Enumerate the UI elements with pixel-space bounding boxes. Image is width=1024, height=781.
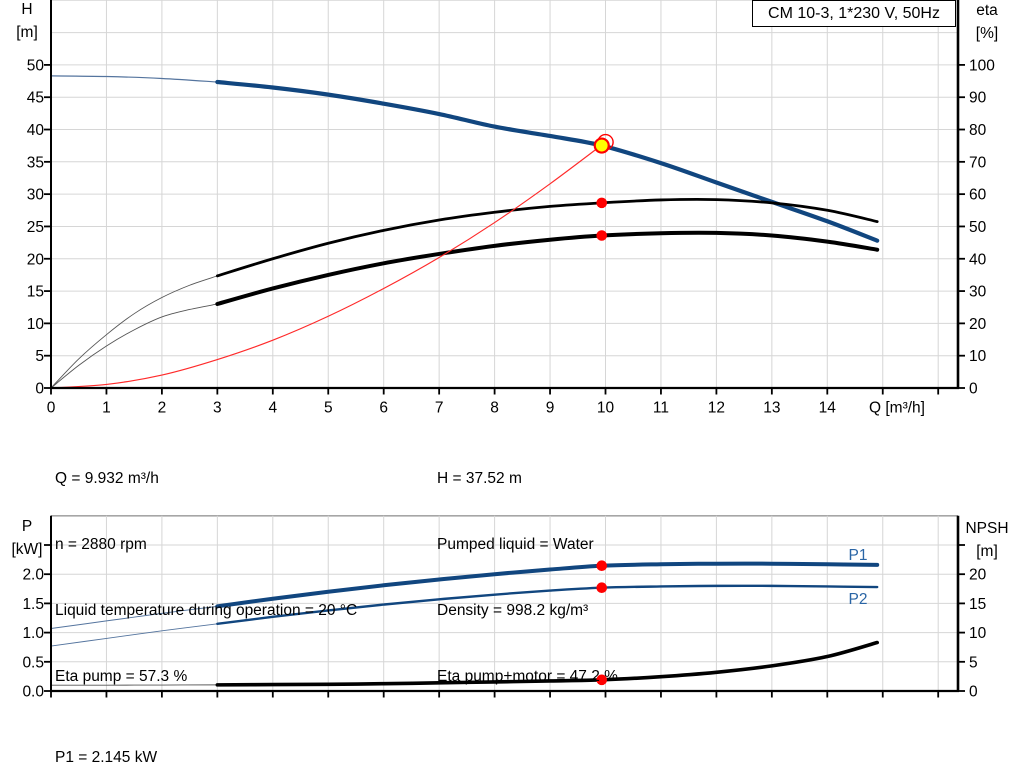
q-axis-tick-label: 12 [708,400,725,417]
h-axis-tick-label: 35 [27,154,44,171]
h-axis-tick-label: 50 [27,57,45,74]
q-axis-tick-label: 3 [213,400,222,417]
info-line-q: Q = 9.932 m³/h [55,470,159,487]
q-axis-tick-label: 9 [546,400,555,417]
eta-axis-tick-label: 60 [969,187,987,204]
h-axis-tick-label: 45 [27,90,44,107]
info-line-temperature: Liquid temperature during operation = 20… [55,602,358,619]
info-line-eta-total: Eta pump+motor = 47.2 % [437,668,618,685]
h-axis-tick-label: 30 [27,187,45,204]
q-axis-tick-label: 11 [653,400,669,417]
npsh-axis-tick-label: 20 [969,567,987,584]
h-axis-tick-label: 10 [27,316,45,333]
curve-label-p1: P1 [849,547,868,564]
eta-axis-tick-label: 40 [969,251,987,268]
curve-p2-thin [50,623,218,647]
operating-point-dot [596,197,608,209]
h-axis-tick-label: 15 [27,284,44,301]
eta-axis-tick-label: 80 [969,122,987,139]
h-axis-tick-label: 20 [27,251,45,268]
eta-axis-tick-label: 90 [969,90,987,107]
eta-axis-title: eta [976,2,998,19]
curve-eta-pump-motor-thin [50,303,218,389]
power-npsh-info: P1 = 2.145 kW P2 = 1.769 kW NPSH = 1.91 … [55,703,163,781]
operating-point-dot [596,674,608,686]
q-axis-tick-label: 7 [435,400,444,417]
info-line-h: H = 37.52 m [437,470,522,487]
info-line-p1: P1 = 2.145 kW [55,749,158,766]
p-axis-title: P [22,518,32,535]
curve-eta-pump [215,197,879,278]
h-axis-unit: [m] [16,24,38,41]
h-axis-title: H [21,1,32,18]
p-axis-tick-label: 0.5 [22,654,44,671]
npsh-axis-tick-label: 10 [969,625,987,642]
operating-point-dot [596,582,608,593]
eta-axis-tick-label: 100 [969,57,995,74]
npsh-axis-tick-label: 15 [969,596,986,613]
q-axis-tick-label: 10 [597,400,615,417]
curve-system [50,141,606,389]
h-axis-tick-label: 5 [35,348,44,365]
curve-p2 [216,584,879,626]
h-axis-tick-label: 40 [27,122,45,139]
info-line-liquid: Pumped liquid = Water [437,536,594,553]
eta-axis-tick-label: 50 [969,219,987,236]
npsh-axis-unit: [m] [976,543,998,560]
q-axis-tick-label: 0 [47,400,56,417]
q-axis-title: Q [m³/h] [869,400,925,417]
p-axis-tick-label: 0.0 [22,684,44,701]
q-axis-tick-label: 2 [158,400,167,417]
curve-p1 [215,561,880,609]
eta-axis-tick-label: 30 [969,284,987,301]
curve-p1-thin [50,605,218,630]
eta-axis-tick-label: 0 [969,381,978,398]
curve-eta-pump-thin [50,275,218,389]
q-axis-tick-label: 1 [102,400,111,417]
curve-label-p2: P2 [849,591,868,608]
curve-title-box: CM 10-3, 1*230 V, 50Hz [752,0,956,27]
eta-axis-tick-label: 20 [969,316,987,333]
p-axis-unit: [kW] [12,541,43,558]
eta-axis-unit: [%] [976,25,998,42]
h-axis-tick-label: 0 [35,381,44,398]
curve-hq-thin [50,75,218,83]
npsh-axis-title: NPSH [965,520,1008,537]
operating-point-info-right: H = 37.52 m Pumped liquid = Water Densit… [437,424,618,732]
info-line-density: Density = 998.2 kg/m³ [437,602,589,619]
q-axis-tick-label: 13 [763,400,780,417]
operating-point-info-left: Q = 9.932 m³/h n = 2880 rpm Liquid tempe… [55,424,357,732]
info-line-eta-pump: Eta pump = 57.3 % [55,668,188,685]
q-axis-tick-label: 6 [379,400,388,417]
curve-npsh [215,640,880,687]
p-axis-tick-label: 1.5 [22,596,44,613]
curve-eta-pump-motor [215,230,880,306]
npsh-axis-tick-label: 5 [969,654,978,671]
eta-axis-tick-label: 70 [969,154,987,171]
eta-axis-tick-label: 10 [969,348,987,365]
q-axis-tick-label: 8 [490,400,499,417]
info-line-n: n = 2880 rpm [55,536,147,553]
p-axis-tick-label: 1.0 [22,625,44,642]
p-axis-tick-label: 2.0 [22,567,44,584]
operating-point-dot [596,560,608,572]
operating-point-dot [596,230,608,241]
q-axis-tick-label: 5 [324,400,333,417]
q-axis-tick-label: 14 [819,400,837,417]
h-axis-tick-label: 25 [27,219,44,236]
duty-point-marker[interactable] [593,137,610,154]
q-axis-tick-label: 4 [268,400,277,417]
npsh-axis-tick-label: 0 [969,684,978,701]
